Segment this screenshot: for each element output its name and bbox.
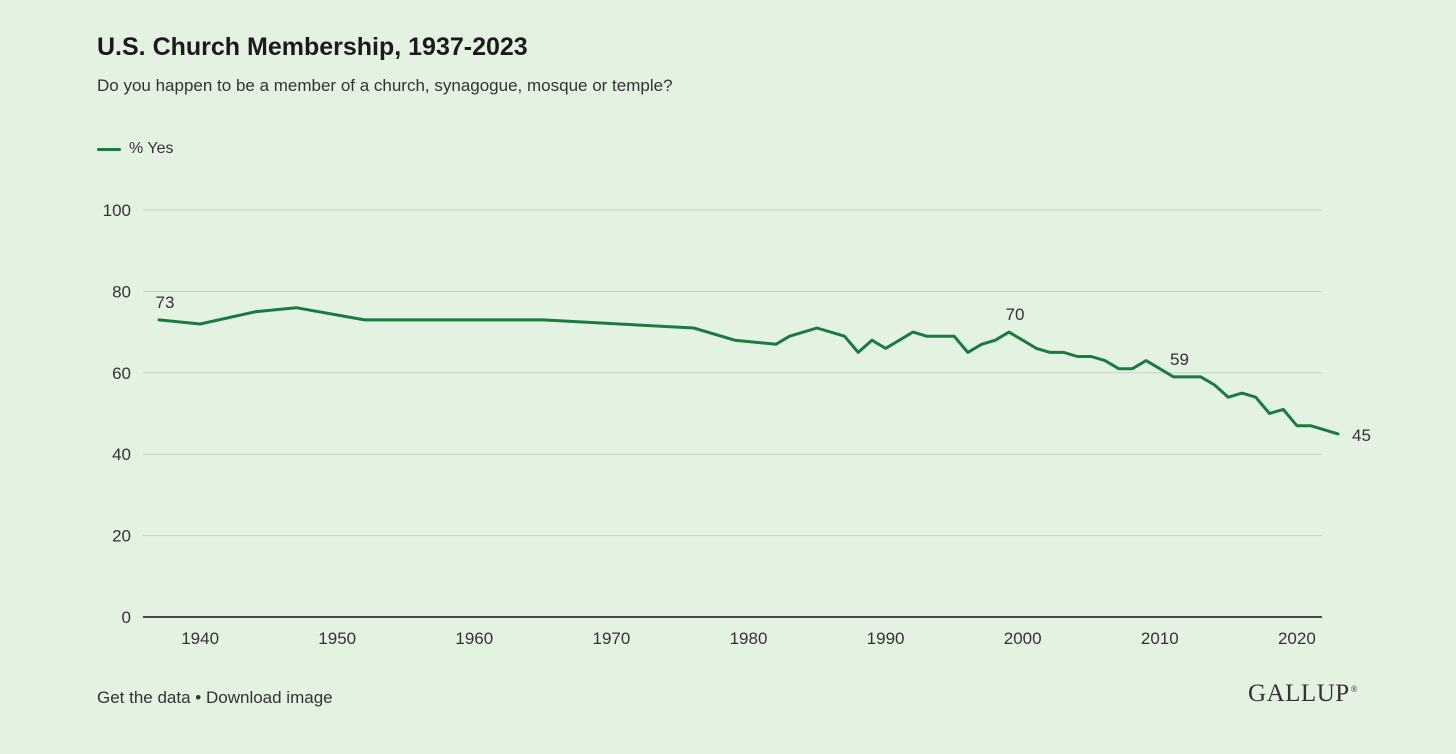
x-tick-label: 2010 [1141, 629, 1179, 648]
x-tick-label: 2020 [1278, 629, 1316, 648]
legend: % Yes [97, 140, 173, 158]
y-tick-label: 80 [112, 282, 131, 301]
logo-registered-mark: ® [1350, 683, 1358, 694]
chart-title: U.S. Church Membership, 1937-2023 [97, 33, 528, 61]
data-label: 45 [1352, 426, 1371, 445]
x-tick-label: 1950 [318, 629, 356, 648]
logo-text: GALLUP [1248, 680, 1350, 707]
data-label: 70 [1006, 305, 1025, 324]
legend-label: % Yes [129, 140, 174, 157]
y-tick-label: 60 [112, 364, 131, 383]
series-line [157, 306, 1340, 436]
x-tick-label: 2000 [1004, 629, 1042, 648]
x-tick-label: 1940 [181, 629, 219, 648]
x-tick-label: 1960 [455, 629, 493, 648]
y-tick-label: 20 [112, 527, 131, 546]
legend-swatch [97, 147, 121, 151]
data-label: 59 [1170, 350, 1189, 369]
get-data-link[interactable]: Get the data [97, 688, 191, 707]
y-tick-label: 40 [112, 445, 131, 464]
gallup-logo: GALLUP® [1248, 680, 1358, 708]
footer-separator: • [190, 688, 206, 707]
x-tick-label: 1970 [592, 629, 630, 648]
y-tick-label: 0 [122, 608, 131, 627]
download-image-link[interactable]: Download image [205, 688, 333, 707]
data-label: 73 [156, 293, 175, 312]
footer-links: Get the data • Download image [97, 688, 333, 708]
chart-subtitle: Do you happen to be a member of a church… [97, 76, 673, 95]
y-tick-label: 100 [103, 201, 131, 220]
x-tick-label: 1980 [730, 629, 768, 648]
x-tick-label: 1990 [867, 629, 905, 648]
